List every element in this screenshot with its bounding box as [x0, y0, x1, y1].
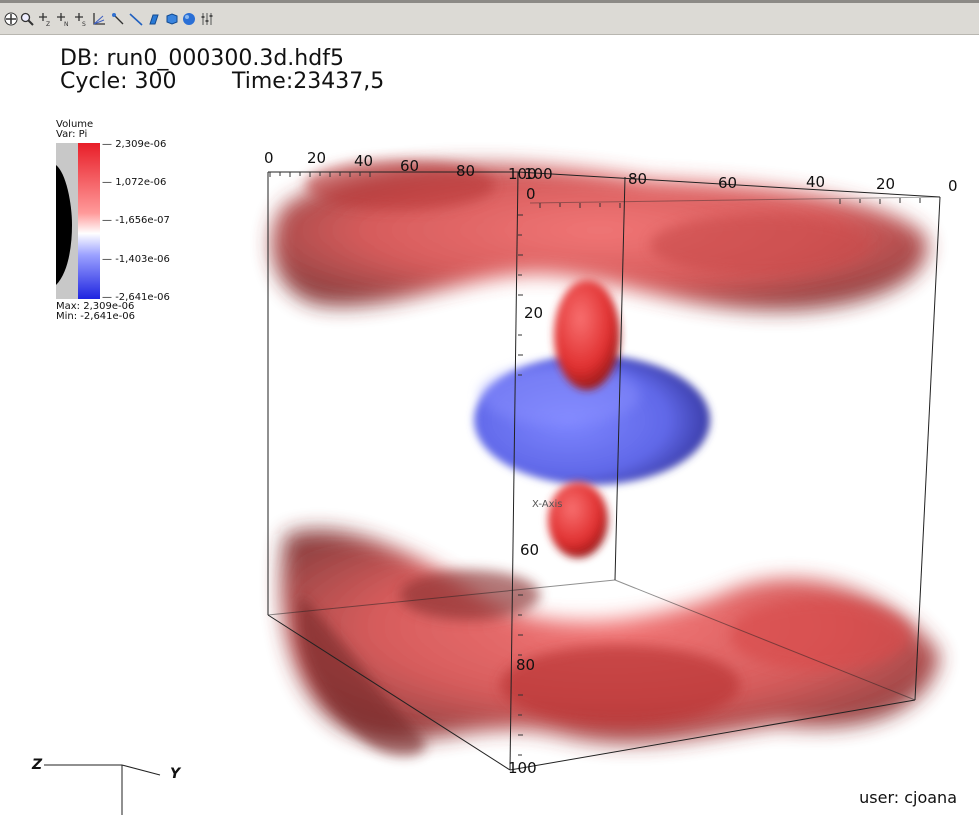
- legend-tick-5: — -2,641e-06: [102, 292, 170, 303]
- toolbar-top-border: [0, 0, 979, 3]
- render-viewport[interactable]: DB: run0_000300.3d.hdf5 Cycle: 300 Time:…: [0, 35, 979, 815]
- add-z-icon[interactable]: Z: [37, 11, 52, 26]
- legend-tick-3: — -1,656e-07: [102, 215, 170, 226]
- tick-top-left-20: 20: [307, 149, 327, 167]
- svg-text:S: S: [82, 21, 86, 26]
- lineout-icon[interactable]: [146, 11, 161, 26]
- orientation-triad: [44, 764, 161, 815]
- box-icon[interactable]: [164, 11, 179, 26]
- tick-top-right-60: 60: [718, 174, 738, 192]
- tick-vert-0: 0: [526, 185, 536, 203]
- legend-min: Min: -2,641e-06: [56, 311, 136, 322]
- tick-marks: [269, 172, 921, 756]
- db-label: DB: run0_000300.3d.hdf5: [60, 46, 344, 71]
- svg-text:N: N: [64, 21, 69, 26]
- tick-top-left-80: 80: [456, 162, 476, 180]
- tick-top-right-0: 0: [948, 177, 958, 195]
- triad-y-label: Y: [170, 766, 181, 782]
- tick-top-left-100: 100: [508, 165, 537, 183]
- legend-tick-1: — 2,309e-06: [102, 139, 167, 150]
- sliders-icon[interactable]: [199, 11, 214, 26]
- legend-title: Volume: [56, 119, 94, 130]
- svg-text:Z: Z: [46, 21, 50, 26]
- legend-colorbar: [56, 143, 100, 299]
- zoom-icon[interactable]: [19, 11, 34, 26]
- user-label: user: cjoana: [859, 788, 957, 807]
- cycle-label: Cycle: 300: [60, 69, 177, 94]
- volume-render: [267, 160, 941, 771]
- red-lower-lobe: [548, 482, 608, 558]
- time-label: Time:23437,5: [232, 69, 385, 94]
- legend-max: Max: 2,309e-06: [56, 301, 135, 312]
- add-n-icon[interactable]: N: [55, 11, 70, 26]
- tick-top-right-80: 80: [628, 170, 648, 188]
- red-upper-lobe: [554, 280, 620, 390]
- navigate-icon[interactable]: [3, 11, 18, 26]
- tick-vert-100: 100: [508, 759, 537, 777]
- tick-top-left-40: 40: [354, 152, 374, 170]
- x-axis-label: X-Axis: [532, 499, 563, 510]
- add-s-icon[interactable]: S: [73, 11, 88, 26]
- tick-top-right-40: 40: [806, 173, 826, 191]
- bounding-box: [267, 171, 941, 771]
- legend-tick-4: — -1,403e-06: [102, 254, 170, 265]
- tick-vert-60: 60: [520, 541, 540, 559]
- legend-tick-2: — 1,072e-06: [102, 177, 167, 188]
- tick-vert-20: 20: [524, 304, 544, 322]
- sphere-icon[interactable]: [181, 11, 196, 26]
- tick-vert-80: 80: [516, 656, 536, 674]
- legend-var: Var: Pi: [56, 129, 88, 140]
- axis-icon[interactable]: [91, 11, 106, 26]
- toolbar: Z N S: [0, 0, 979, 35]
- tick-top-left-0: 0: [264, 149, 274, 167]
- tick-top-right-100: 100: [524, 165, 553, 183]
- tick-top-right-20: 20: [876, 175, 896, 193]
- line-icon[interactable]: [128, 11, 143, 26]
- triad-z-label: Z: [32, 757, 43, 773]
- pick-icon[interactable]: [110, 11, 125, 26]
- tick-top-left-60: 60: [400, 157, 420, 175]
